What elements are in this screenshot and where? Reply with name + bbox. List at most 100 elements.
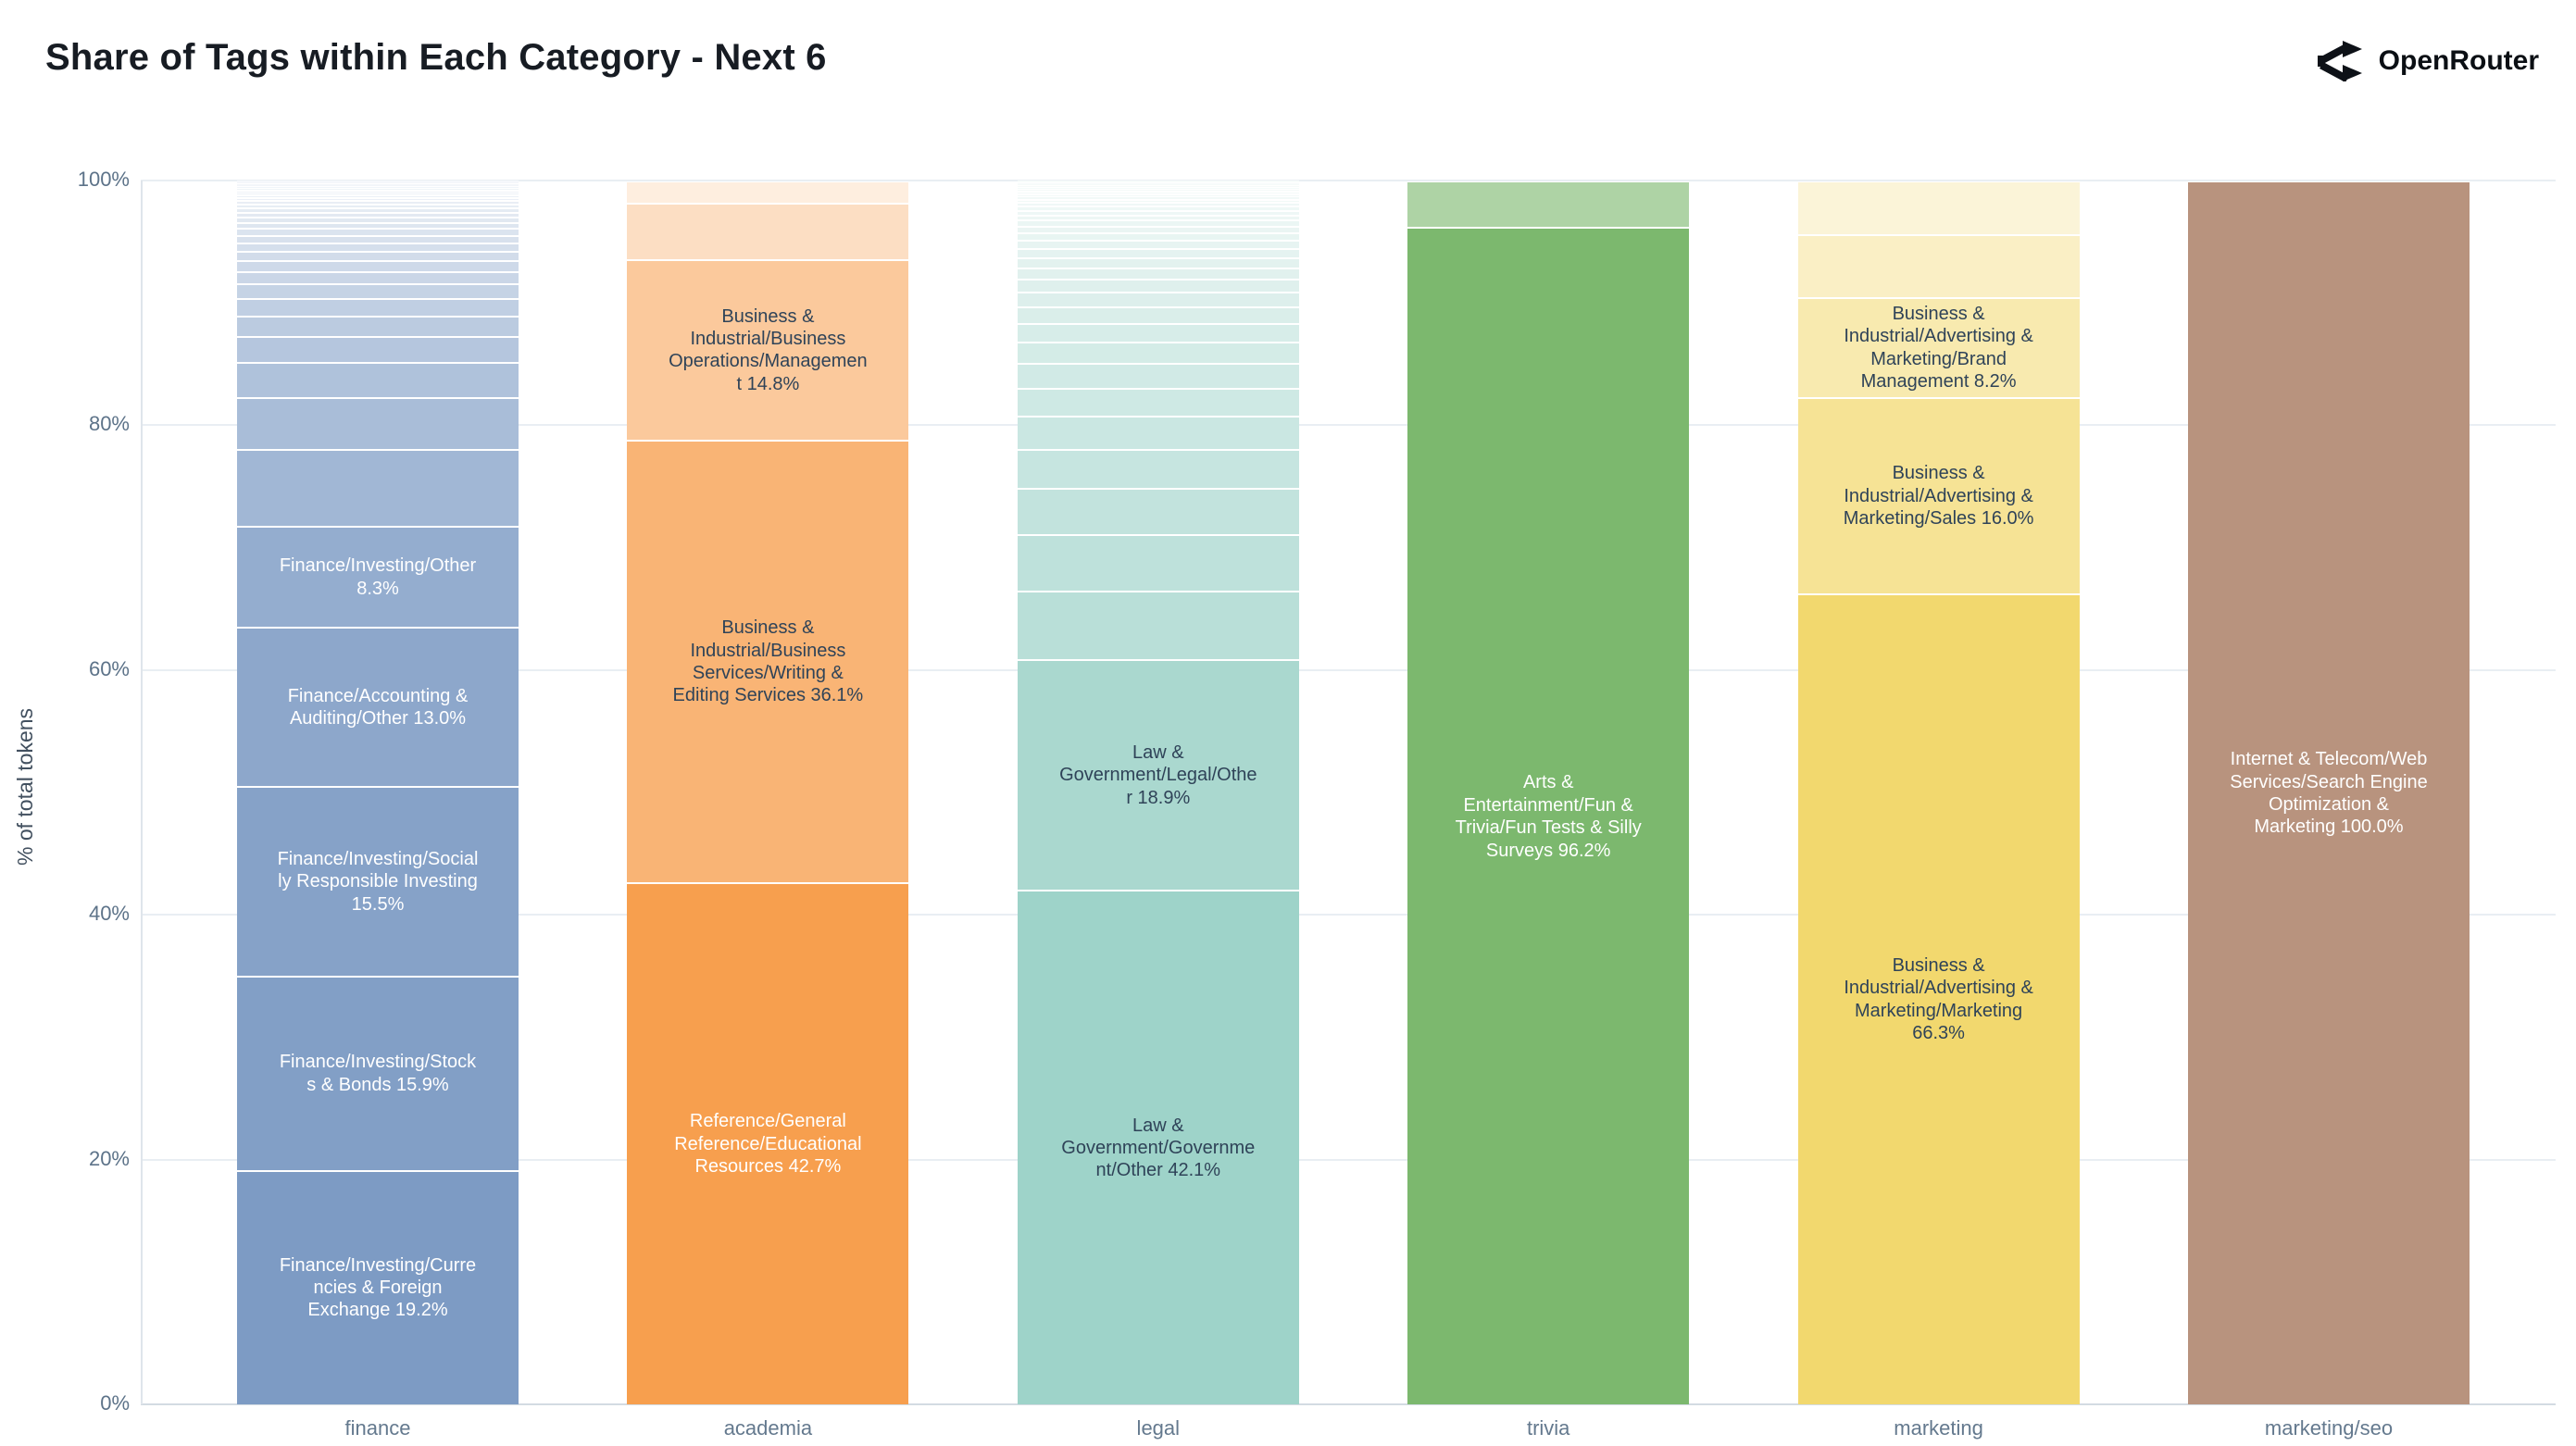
gridline-100 bbox=[141, 180, 2556, 181]
bar-segment[interactable] bbox=[1017, 221, 1299, 226]
segment-label: Arts & Entertainment/Fun & Trivia/Fun Te… bbox=[1455, 772, 1642, 861]
bar-segment[interactable] bbox=[1017, 181, 1299, 183]
bar-segment[interactable] bbox=[1017, 324, 1299, 343]
segment-label: Finance/Investing/Currencies & Foreign E… bbox=[279, 1254, 477, 1321]
bar-segment[interactable] bbox=[627, 204, 909, 259]
bar-segment[interactable] bbox=[237, 300, 519, 316]
bar-segment[interactable] bbox=[1017, 249, 1299, 257]
page-title: Share of Tags within Each Category - Nex… bbox=[45, 37, 827, 78]
bar-segment[interactable] bbox=[1017, 227, 1299, 232]
bar-segment[interactable] bbox=[237, 363, 519, 398]
bar-segment[interactable] bbox=[237, 230, 519, 235]
bar-segment[interactable] bbox=[237, 182, 519, 184]
y-tick-20: 20% bbox=[88, 1146, 130, 1170]
bar-segment[interactable] bbox=[237, 262, 519, 272]
bar-segment[interactable] bbox=[1017, 182, 1299, 184]
bar-segment[interactable] bbox=[1797, 182, 2080, 235]
bar-segment[interactable] bbox=[237, 193, 519, 195]
bar-segment[interactable] bbox=[237, 191, 519, 193]
bar-segment[interactable] bbox=[1017, 389, 1299, 417]
x-tick-legal: legal bbox=[1136, 1416, 1181, 1440]
bar-segment[interactable] bbox=[237, 218, 519, 222]
bar-segment[interactable] bbox=[1017, 293, 1299, 306]
bar-segment[interactable] bbox=[1017, 365, 1299, 388]
bar-segment[interactable] bbox=[237, 183, 519, 185]
bar-segment-labeled[interactable]: Internet & Telecom/Web Services/Search E… bbox=[2188, 182, 2470, 1404]
bar-segment[interactable] bbox=[237, 223, 519, 229]
bar-segment-labeled[interactable]: Business & Industrial/Business Services/… bbox=[627, 442, 909, 882]
gridline-20 bbox=[141, 1158, 2556, 1161]
x-tick-finance: finance bbox=[344, 1416, 411, 1440]
bar-segment[interactable] bbox=[237, 208, 519, 212]
bar-segment[interactable] bbox=[237, 181, 519, 182]
bar-segment[interactable] bbox=[1017, 184, 1299, 186]
bar-segment[interactable] bbox=[1017, 418, 1299, 449]
y-axis-line bbox=[141, 181, 143, 1404]
bar-segment[interactable] bbox=[237, 202, 519, 204]
bar-segment[interactable] bbox=[1017, 241, 1299, 248]
gridline-80 bbox=[141, 424, 2556, 427]
bar-segment[interactable] bbox=[1017, 216, 1299, 220]
bar-segment-labeled[interactable]: Finance/Investing/Currencies & Foreign E… bbox=[237, 1171, 519, 1404]
bar-segment[interactable] bbox=[1017, 211, 1299, 215]
segment-label: Finance/Investing/Stocks & Bonds 15.9% bbox=[279, 1052, 477, 1095]
y-tick-40: 40% bbox=[88, 902, 130, 926]
bar-segment[interactable] bbox=[1017, 186, 1299, 187]
bar-segment[interactable] bbox=[237, 450, 519, 526]
x-axis-line bbox=[141, 1403, 2556, 1405]
bar-segment-labeled[interactable]: Business & Industrial/Advertising & Mark… bbox=[1797, 298, 2080, 397]
x-tick-marketing: marketing bbox=[1894, 1416, 1983, 1440]
bar-segment[interactable] bbox=[237, 338, 519, 362]
bar-segment[interactable] bbox=[237, 243, 519, 251]
bar-segment[interactable] bbox=[237, 236, 519, 243]
bar-segment-labeled[interactable]: Finance/Investing/Stocks & Bonds 15.9% bbox=[237, 977, 519, 1170]
bar-segment-labeled[interactable]: Law & Government/Government/Other 42.1% bbox=[1017, 891, 1299, 1404]
bar-segment[interactable] bbox=[1017, 536, 1299, 591]
bar-segment[interactable] bbox=[1407, 182, 1690, 228]
bar-segment[interactable] bbox=[237, 273, 519, 284]
bar-segment[interactable] bbox=[1017, 490, 1299, 535]
bar-segment-labeled[interactable]: Law & Government/Legal/Other 18.9% bbox=[1017, 660, 1299, 891]
bar-segment[interactable] bbox=[1017, 188, 1299, 189]
bar-segment[interactable] bbox=[1017, 190, 1299, 192]
bar-segment[interactable] bbox=[237, 187, 519, 188]
bar-segment[interactable] bbox=[1017, 233, 1299, 240]
bar-segment-labeled[interactable]: Finance/Investing/Socially Responsible I… bbox=[237, 788, 519, 976]
bar-segment-labeled[interactable]: Business & Industrial/Advertising & Mark… bbox=[1797, 399, 2080, 593]
bar-segment[interactable] bbox=[1017, 207, 1299, 210]
bar-segment-labeled[interactable]: Reference/General Reference/Educational … bbox=[627, 883, 909, 1404]
segment-label: Finance/Accounting & Auditing/Other 13.0… bbox=[287, 685, 469, 729]
bar-segment[interactable] bbox=[1017, 268, 1299, 280]
bar-segment[interactable] bbox=[1017, 307, 1299, 323]
bar-segment[interactable] bbox=[237, 285, 519, 299]
bar-segment[interactable] bbox=[1017, 258, 1299, 268]
bar-segment[interactable] bbox=[237, 252, 519, 261]
bar-marketing: Business & Industrial/Advertising & Mark… bbox=[1797, 181, 2080, 1404]
bar-segment[interactable] bbox=[237, 399, 519, 449]
bar-segment-labeled[interactable]: Arts & Entertainment/Fun & Trivia/Fun Te… bbox=[1407, 229, 1690, 1404]
bar-segment-labeled[interactable]: Business & Industrial/Advertising & Mark… bbox=[1797, 594, 2080, 1404]
bar-segment[interactable] bbox=[1797, 236, 2080, 297]
bar-segment[interactable] bbox=[1017, 343, 1299, 364]
bar-segment[interactable] bbox=[1017, 204, 1299, 206]
bar-segment[interactable] bbox=[237, 185, 519, 187]
bar-segment-labeled[interactable]: Finance/Accounting & Auditing/Other 13.0… bbox=[237, 629, 519, 787]
bar-segment[interactable] bbox=[1017, 197, 1299, 199]
bar-segment[interactable] bbox=[237, 196, 519, 197]
bar-segment[interactable] bbox=[1017, 200, 1299, 203]
segment-label: Law & Government/Legal/Other 18.9% bbox=[1059, 742, 1257, 808]
bar-segment-labeled[interactable]: Business & Industrial/Business Operation… bbox=[627, 260, 909, 441]
bar-segment[interactable] bbox=[237, 317, 519, 337]
bar-segment[interactable] bbox=[627, 182, 909, 203]
bar-segment[interactable] bbox=[1017, 280, 1299, 293]
bar-segment[interactable] bbox=[237, 198, 519, 201]
bar-segment[interactable] bbox=[237, 213, 519, 217]
bar-segment-labeled[interactable]: Finance/Investing/Other 8.3% bbox=[237, 527, 519, 628]
bar-segment[interactable] bbox=[1017, 194, 1299, 196]
bar-segment[interactable] bbox=[237, 189, 519, 191]
bar-segment[interactable] bbox=[1017, 592, 1299, 659]
bar-segment[interactable] bbox=[1017, 450, 1299, 488]
bar-legal: Law & Government/Government/Other 42.1% L… bbox=[1017, 181, 1299, 1404]
bar-segment[interactable] bbox=[237, 205, 519, 207]
bar-academia: Reference/General Reference/Educational … bbox=[627, 181, 909, 1404]
